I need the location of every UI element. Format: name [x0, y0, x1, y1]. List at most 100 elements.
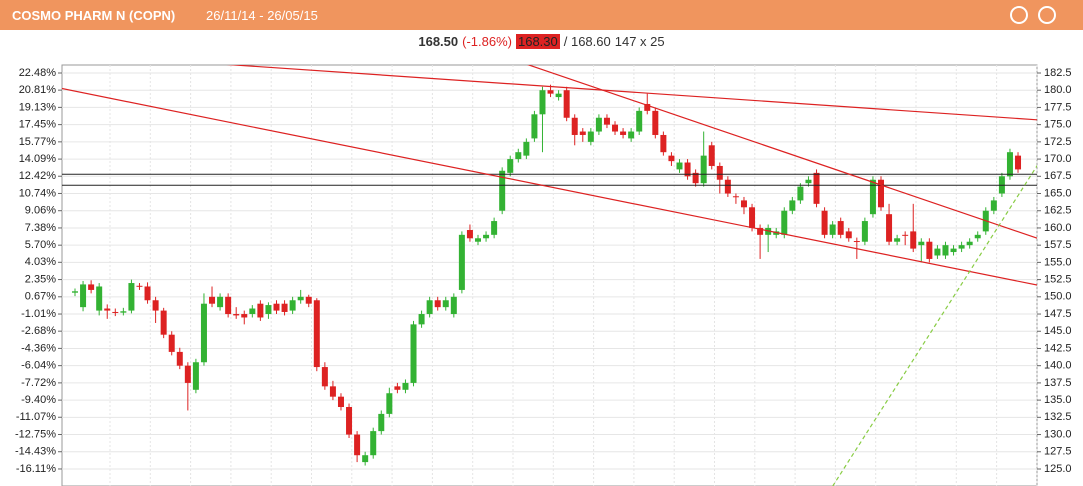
- bid-price: 168.30: [515, 34, 560, 49]
- candle-body: [902, 234, 909, 236]
- y2-tick-label: -6.04%: [21, 360, 56, 372]
- candle-body: [886, 214, 893, 242]
- candle-body: [418, 314, 425, 325]
- y-tick-label: 182.5: [1044, 67, 1072, 79]
- candle-body: [249, 308, 256, 315]
- candle-body: [346, 407, 353, 435]
- candle-body: [708, 145, 715, 166]
- candle-body: [434, 300, 441, 308]
- candle-body: [797, 186, 804, 201]
- candle-body: [225, 296, 232, 315]
- instrument-title: COSMO PHARM N (COPN): [12, 8, 176, 23]
- candle-body: [475, 238, 481, 242]
- quote-bar: 168.50 (-1.86%) 168.30/ 168.60 147 x 25: [0, 34, 1083, 49]
- candle-body: [233, 314, 240, 316]
- candle-body: [700, 155, 707, 184]
- y-tick-label: 145.0: [1044, 325, 1072, 337]
- candle-body: [612, 124, 619, 132]
- y2-tick-label: 2.35%: [25, 273, 56, 285]
- candle-body: [539, 90, 546, 115]
- zoom-out-button[interactable]: [1010, 6, 1028, 24]
- candle-body: [200, 303, 207, 363]
- zoom-in-button[interactable]: [1038, 6, 1056, 24]
- y-tick-label: 130.0: [1044, 428, 1072, 440]
- candle-body: [483, 234, 490, 239]
- candle-body: [362, 455, 369, 463]
- candle-body: [499, 170, 506, 211]
- trend-line: [527, 65, 1037, 239]
- header-bar: COSMO PHARM N (COPN) 26/11/14 - 26/05/15: [0, 0, 1083, 30]
- y2-tick-label: 22.48%: [19, 67, 57, 79]
- ask-price: / 168.60: [563, 34, 611, 49]
- y-tick-label: 170.0: [1044, 153, 1072, 165]
- candle-body: [217, 296, 224, 308]
- candle-body: [321, 367, 328, 387]
- candle-body: [684, 162, 691, 177]
- candle-body: [934, 248, 941, 256]
- candle-body: [329, 386, 336, 397]
- y2-tick-label: 20.81%: [19, 84, 57, 96]
- y-tick-label: 172.5: [1044, 136, 1072, 148]
- y-tick-label: 160.0: [1044, 222, 1072, 234]
- y2-tick-label: 12.42%: [19, 170, 57, 182]
- candle-body: [442, 300, 449, 308]
- candle-body: [402, 382, 409, 390]
- y2-tick-label: -2.68%: [21, 325, 56, 337]
- candle-body: [620, 131, 627, 135]
- y-tick-label: 150.0: [1044, 291, 1072, 303]
- candle-body: [878, 179, 884, 208]
- candle-body: [386, 393, 393, 414]
- y-tick-label: 162.5: [1044, 205, 1072, 217]
- candle-body: [813, 172, 820, 204]
- y2-tick-label: -16.11%: [16, 463, 56, 475]
- candle-body: [894, 238, 901, 242]
- candle-body: [724, 179, 731, 194]
- quote-size: 147 x 25: [614, 34, 665, 49]
- candle-body: [112, 311, 119, 313]
- candle-body: [72, 291, 78, 293]
- date-range: 26/11/14 - 26/05/15: [206, 8, 318, 23]
- candle-body: [458, 234, 465, 290]
- candle-body: [668, 155, 675, 162]
- y2-tick-label: 15.77%: [19, 136, 57, 148]
- candle-body: [910, 231, 917, 249]
- candle-body: [740, 200, 747, 208]
- y-tick-label: 127.5: [1044, 446, 1072, 458]
- candle-body: [152, 300, 159, 311]
- candle-body: [660, 134, 667, 153]
- candle-body: [531, 114, 538, 139]
- candle-body: [88, 284, 95, 290]
- y-tick-label: 165.0: [1044, 187, 1072, 199]
- candle-body: [289, 300, 296, 311]
- y2-tick-label: -14.43%: [15, 446, 56, 458]
- candle-body: [410, 324, 417, 383]
- candle-body: [104, 308, 111, 311]
- candle-body: [313, 300, 320, 368]
- candle-body: [757, 227, 764, 235]
- candle-body: [120, 311, 127, 313]
- candle-body: [676, 162, 683, 170]
- y2-tick-label: 10.74%: [19, 187, 57, 199]
- candle-body: [636, 110, 643, 132]
- candle-body: [241, 314, 248, 318]
- candle-body: [273, 303, 280, 311]
- candle-body: [257, 303, 264, 318]
- price-change: (-1.86%): [462, 34, 512, 49]
- y2-tick-label: -1.01%: [21, 308, 56, 320]
- y-tick-label: 147.5: [1044, 308, 1072, 320]
- last-price: 168.50: [418, 34, 459, 49]
- candle-body: [491, 221, 498, 235]
- candle-body: [394, 386, 401, 390]
- y2-tick-label: -9.40%: [21, 394, 56, 406]
- candle-body: [652, 110, 659, 135]
- candle-body: [845, 231, 852, 239]
- plot-frame: [61, 64, 1038, 486]
- candle-body: [176, 351, 183, 366]
- y2-tick-label: 4.03%: [25, 256, 56, 268]
- y2-tick-label: 19.13%: [19, 101, 57, 113]
- trend-line: [832, 164, 1037, 486]
- y2-tick-label: 7.38%: [25, 222, 56, 234]
- candle-body: [773, 231, 780, 235]
